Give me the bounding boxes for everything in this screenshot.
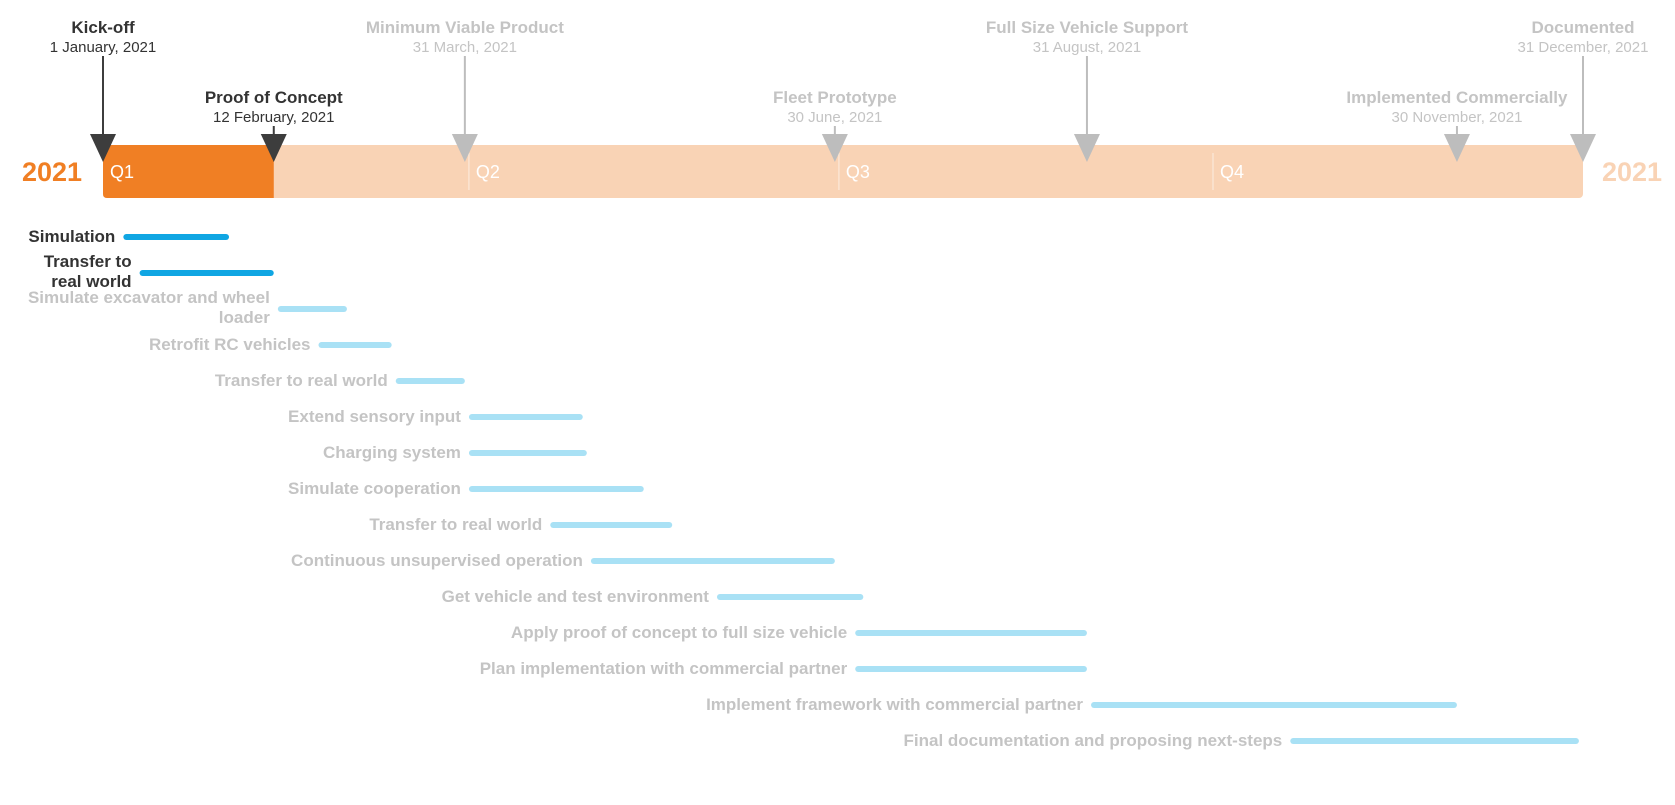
- year-start-label: 2021: [22, 157, 82, 187]
- task-bar: [1290, 738, 1579, 744]
- task-bar: [123, 234, 230, 240]
- quarter-label-q1: Q1: [110, 162, 134, 182]
- milestone-marker: [1570, 134, 1596, 162]
- task-bar: [468, 450, 587, 456]
- milestone-date: 31 March, 2021: [413, 39, 517, 56]
- year-end-label: 2021: [1602, 157, 1662, 187]
- milestone-date: 31 August, 2021: [1033, 39, 1141, 56]
- quarter-label-q4: Q4: [1220, 162, 1244, 182]
- task-label: Plan implementation with commercial part…: [480, 659, 848, 678]
- milestone-marker: [821, 134, 848, 162]
- milestones-group: Kick-off 1 January, 2021 Proof of Concept 1…: [50, 18, 1649, 162]
- milestone-date: 30 June, 2021: [787, 109, 882, 126]
- task-bar: [468, 414, 583, 420]
- task-bar: [468, 486, 644, 492]
- milestone-date: 12 February, 2021: [213, 109, 334, 126]
- milestone-name: Minimum Viable Product: [366, 18, 564, 37]
- milestone-name: Documented: [1532, 18, 1635, 37]
- task-bar: [139, 270, 274, 276]
- task-bar: [550, 522, 673, 528]
- task-bar: [716, 594, 864, 600]
- milestone-marker: [260, 134, 287, 162]
- task-label: Transfer to real world: [44, 252, 132, 291]
- milestone-marker: [90, 134, 116, 162]
- task-label: Simulation: [28, 227, 115, 246]
- task-bar: [318, 342, 392, 348]
- timeline-group: Q1 Q2 Q3 Q4 2021 2021: [22, 145, 1662, 198]
- milestone-name: Kick-off: [71, 18, 135, 37]
- milestone-name: Implemented Commercially: [1346, 88, 1568, 107]
- quarter-label-q3: Q3: [846, 162, 870, 182]
- milestone-name: Full Size Vehicle Support: [986, 18, 1188, 37]
- milestone-name: Fleet Prototype: [773, 88, 897, 107]
- task-label: Charging system: [323, 443, 461, 462]
- quarter-label-q2: Q2: [476, 162, 500, 182]
- timeline-progress: [103, 145, 274, 198]
- task-label: Simulate cooperation: [288, 479, 461, 498]
- task-label: Continuous unsupervised operation: [291, 551, 583, 570]
- task-bar: [1091, 702, 1457, 708]
- task-label: Transfer to real world: [369, 515, 542, 534]
- milestone-date: 31 December, 2021: [1518, 39, 1649, 56]
- task-label: Transfer to real world: [215, 371, 388, 390]
- task-bar: [590, 558, 835, 564]
- task-label: Implement framework with commercial part…: [706, 695, 1083, 714]
- milestone-date: 30 November, 2021: [1391, 109, 1522, 126]
- task-label: Retrofit RC vehicles: [149, 335, 311, 354]
- milestone-marker: [1073, 134, 1100, 162]
- task-label: Simulate excavator and wheel loader: [28, 288, 270, 327]
- milestone-name: Proof of Concept: [205, 88, 343, 107]
- task-bar: [395, 378, 465, 384]
- milestone-marker: [451, 134, 478, 162]
- task-label: Get vehicle and test environment: [442, 587, 710, 606]
- milestone-marker: [1443, 134, 1470, 162]
- task-label: Apply proof of concept to full size vehi…: [511, 623, 847, 642]
- task-bar: [855, 630, 1087, 636]
- task-label: Extend sensory input: [288, 407, 461, 426]
- timeline-bar: [103, 145, 1583, 198]
- task-bar: [855, 666, 1087, 672]
- task-label: Final documentation and proposing next-s…: [904, 731, 1283, 750]
- milestone-date: 1 January, 2021: [50, 39, 156, 56]
- task-bar: [277, 306, 347, 312]
